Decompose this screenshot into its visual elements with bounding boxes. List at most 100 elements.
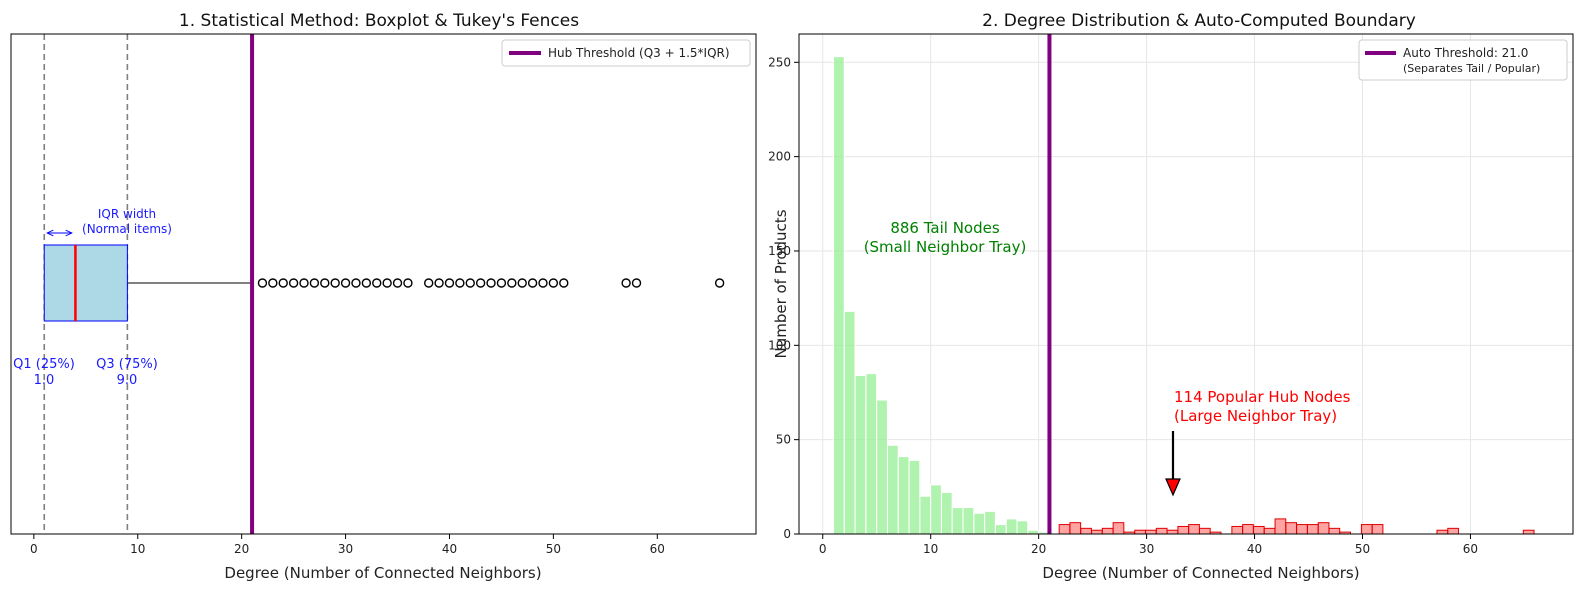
tail-bar <box>843 310 856 535</box>
y-axis-ticks: 0 50 100 150 200 250 <box>768 55 799 541</box>
popular-bar <box>1101 527 1114 535</box>
outlier-point <box>486 278 496 288</box>
outlier-point <box>434 278 444 288</box>
outlier-point <box>299 278 309 288</box>
popular-bar <box>1188 524 1200 535</box>
y-tick-label: 200 <box>768 150 791 164</box>
outlier-point <box>631 278 642 288</box>
iqr-label-line1: IQR width <box>98 207 156 221</box>
outlier-point <box>257 278 268 288</box>
tail-bars <box>833 56 1050 535</box>
popular-bar <box>1285 522 1298 535</box>
x-tick-label: 30 <box>338 542 353 556</box>
x-tick-label: 20 <box>1031 542 1046 556</box>
outlier-point <box>455 278 465 288</box>
tail-bar <box>919 495 932 535</box>
chart2-ylabel: Number of Products <box>772 209 790 358</box>
iqr-annotation: IQR width (Normal items) <box>47 207 172 236</box>
popular-bar <box>1058 524 1071 535</box>
popular-bar <box>1198 527 1211 535</box>
tail-bar <box>876 399 888 535</box>
tail-bar <box>994 524 1007 535</box>
tail-count-label: 886 Tail Nodes <box>890 219 1000 237</box>
outlier-point <box>309 278 320 288</box>
popular-count-label: 114 Popular Hub Nodes <box>1174 388 1351 406</box>
y-tick-label: 50 <box>776 433 791 447</box>
grid-lines <box>799 34 1573 535</box>
outlier-point <box>496 278 507 288</box>
tail-bar <box>962 507 975 535</box>
popular-bar <box>1166 529 1179 535</box>
boxplot-chart: 1. Statistical Method: Boxplot & Tukey's… <box>10 11 757 582</box>
popular-bar <box>1328 527 1341 535</box>
popular-bar <box>1274 518 1287 535</box>
chart2-xlabel: Degree (Number of Connected Neighbors) <box>1042 564 1359 582</box>
popular-bar <box>1112 522 1125 535</box>
x-tick-label: 0 <box>819 542 827 556</box>
outlier-points <box>257 278 725 288</box>
outlier-point <box>268 278 278 288</box>
popular-tray-label: (Large Neighbor Tray) <box>1174 407 1337 425</box>
quartile-labels: Q1 (25%) 1.0 Q3 (75%) 9.0 <box>13 357 158 388</box>
popular-bar <box>1360 524 1373 535</box>
legend-threshold-sublabel: (Separates Tail / Popular) <box>1403 62 1540 75</box>
popular-bar <box>1447 527 1459 535</box>
outlier-point <box>340 278 351 288</box>
chart1-xlabel: Degree (Number of Connected Neighbors) <box>224 564 541 582</box>
legend-box <box>1358 39 1568 81</box>
tail-bar <box>908 459 921 535</box>
chart2-legend: Auto Threshold: 21.0 (Separates Tail / P… <box>1358 39 1568 81</box>
chart2-title: 2. Degree Distribution & Auto-Computed B… <box>982 11 1416 31</box>
x-axis-ticks: 0 10 20 30 40 50 60 <box>819 534 1478 556</box>
outlier-point <box>559 278 569 288</box>
outlier-point <box>517 278 527 288</box>
outlier-point <box>382 278 392 288</box>
iqr-box <box>43 244 128 322</box>
outlier-point <box>538 278 548 288</box>
tail-bar <box>940 491 953 535</box>
x-tick-label: 40 <box>1247 542 1262 556</box>
outlier-point <box>475 278 486 288</box>
outlier-point <box>621 278 631 288</box>
popular-bar <box>1306 524 1319 535</box>
popular-annotation: 114 Popular Hub Nodes (Large Neighbor Tr… <box>1165 388 1351 497</box>
y-tick-label: 0 <box>783 527 791 541</box>
q1-value: 1.0 <box>34 373 55 388</box>
x-tick-label: 60 <box>1463 542 1478 556</box>
outlier-point <box>320 278 330 288</box>
y-tick-label: 150 <box>768 244 791 258</box>
x-tick-label: 10 <box>130 542 145 556</box>
outlier-point <box>423 278 434 288</box>
legend-threshold-label: Hub Threshold (Q3 + 1.5*IQR) <box>548 46 730 60</box>
x-tick-label: 10 <box>923 542 938 556</box>
tail-bar <box>854 375 867 535</box>
outlier-point <box>392 278 403 288</box>
tail-bar <box>897 456 910 535</box>
popular-bars <box>1058 518 1535 535</box>
outlier-point <box>527 278 538 288</box>
tail-tray-label: (Small Neighbor Tray) <box>864 238 1027 256</box>
legend-threshold-label: Auto Threshold: 21.0 <box>1403 46 1528 60</box>
x-tick-label: 40 <box>442 542 457 556</box>
chart1-legend: Hub Threshold (Q3 + 1.5*IQR) <box>501 39 751 67</box>
outlier-point <box>714 278 725 288</box>
plot-frame-right <box>798 33 1574 535</box>
popular-bar <box>1252 525 1265 535</box>
popular-bar <box>1263 527 1276 535</box>
outlier-point <box>330 278 340 288</box>
x-tick-label: 50 <box>1355 542 1370 556</box>
popular-bar <box>1069 522 1082 535</box>
x-axis-ticks: 0 10 20 30 40 50 60 <box>30 534 665 556</box>
outlier-point <box>351 278 361 288</box>
tail-bar <box>865 373 878 535</box>
x-tick-label: 0 <box>30 542 38 556</box>
outlier-point <box>288 278 299 288</box>
popular-bar <box>1371 524 1384 535</box>
x-tick-label: 50 <box>546 542 561 556</box>
iqr-label-line2: (Normal items) <box>82 222 172 236</box>
tail-bar <box>1027 529 1040 535</box>
popular-bar <box>1091 529 1103 535</box>
popular-bar <box>1317 522 1330 535</box>
outlier-point <box>361 278 372 288</box>
